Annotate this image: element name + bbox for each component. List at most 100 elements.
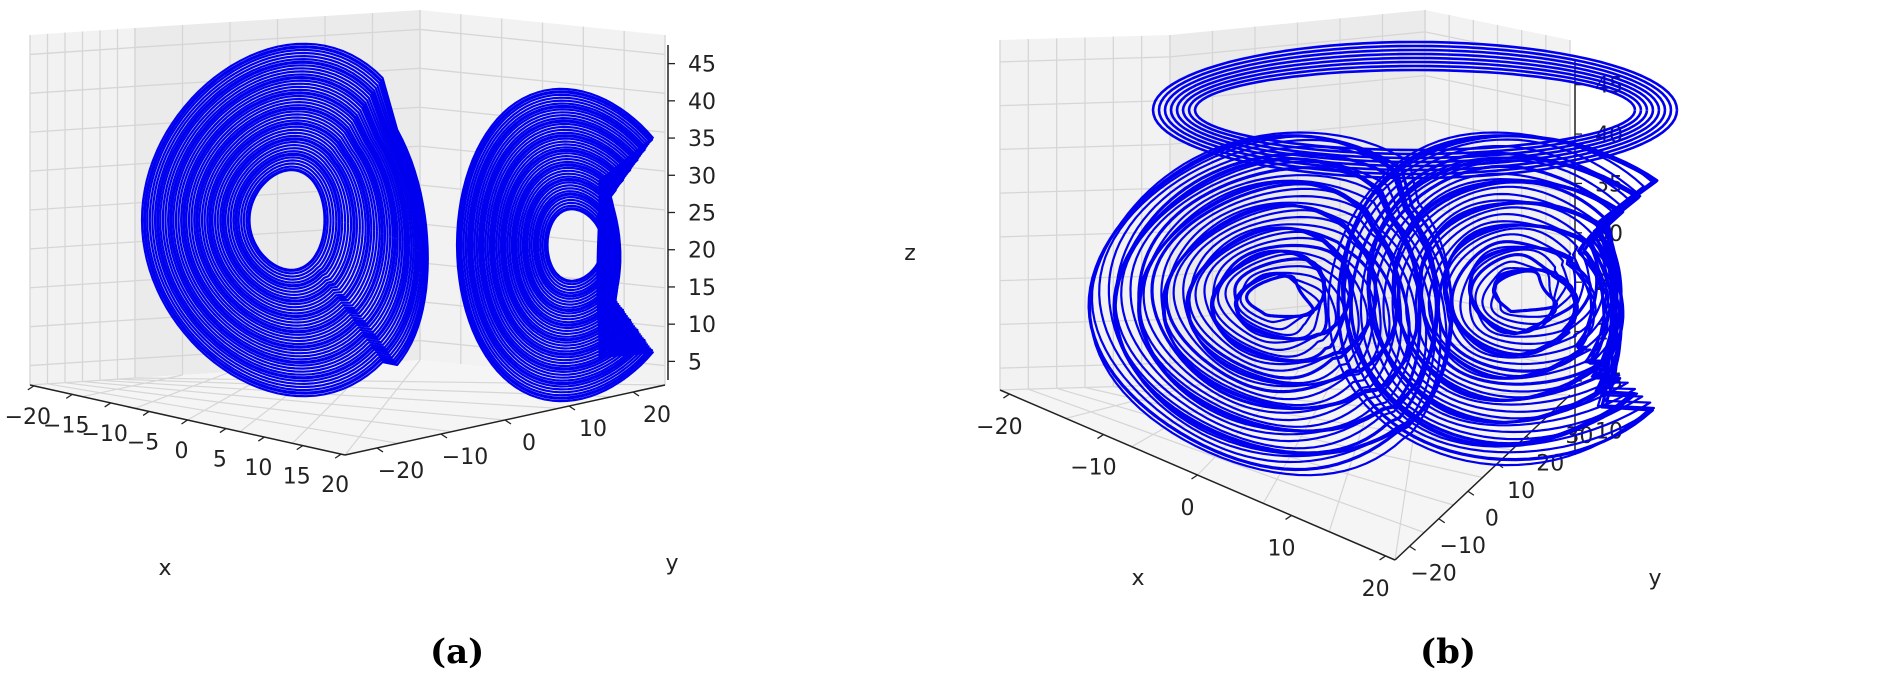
x-tick-label: −20	[5, 405, 51, 430]
trajectory-loop	[245, 165, 329, 275]
trajectory-loop	[193, 104, 387, 336]
y-tick	[1467, 490, 1475, 496]
z-tick-label: 35	[688, 127, 716, 152]
trajectory	[1087, 40, 1679, 477]
y-tick	[568, 405, 576, 411]
x-tick-label: 0	[175, 439, 189, 464]
trajectory-loop	[151, 54, 423, 385]
trajectory-loop	[1087, 134, 1454, 472]
y-tick	[1409, 545, 1416, 551]
trajectory-loop	[468, 104, 646, 386]
trajectory-loop	[140, 42, 429, 398]
trajectory-loop	[187, 97, 392, 343]
trajectory-loop	[190, 100, 389, 339]
trajectory-loop	[1161, 201, 1401, 407]
x-tick	[1191, 474, 1198, 480]
x-tick-label: 10	[1268, 536, 1296, 561]
y-tick-label: −20	[378, 459, 424, 484]
chart-panel-b: −20 −10 0 10 20 −20 −10 0 10 20 30 10 15 20 25 30 35 40 45…	[950, 0, 1900, 677]
x-tick-label: 20	[321, 473, 349, 498]
z-tick-label: 20	[688, 239, 716, 264]
y-axis-label: y	[665, 551, 678, 576]
trajectory-loop	[247, 168, 327, 272]
trajectory-loop	[1185, 226, 1378, 380]
trajectory-loop	[169, 75, 409, 364]
x-tick-label: −10	[81, 422, 127, 447]
trajectory-loop	[1419, 201, 1606, 386]
trajectory-loop	[216, 131, 361, 309]
z-axis-label: z	[904, 241, 916, 266]
trajectory-loop	[1492, 268, 1558, 318]
trajectory-loop	[195, 106, 384, 334]
trajectory-loop	[211, 125, 367, 315]
trajectory-loop	[159, 64, 417, 376]
x-tick	[1003, 393, 1010, 399]
trajectory-loop	[221, 137, 356, 303]
caption-b: (b)	[1420, 632, 1476, 672]
y-tick-label: −10	[1440, 534, 1486, 559]
trajectory-loop	[464, 99, 649, 391]
trajectory-loop	[1239, 272, 1321, 324]
trajectory-loop	[224, 140, 353, 300]
z-tick-label: 30	[688, 164, 716, 189]
trajectory-loop	[1138, 174, 1421, 432]
x-tick	[1379, 555, 1386, 561]
trajectory-loop	[143, 45, 428, 395]
trajectory-loop	[1467, 248, 1579, 335]
trajectory-loop	[1459, 245, 1585, 352]
x-tick-label: 20	[1362, 577, 1390, 602]
trajectory-loop	[1169, 52, 1661, 168]
y-tick-label: 10	[1507, 479, 1535, 504]
trajectory-loop	[1151, 40, 1679, 180]
x-tick-label: 15	[283, 465, 311, 490]
trajectory-loop	[457, 90, 654, 400]
x-tick-label: 5	[213, 448, 227, 473]
trajectory-loop	[1129, 160, 1428, 433]
trajectory-loop	[1089, 131, 1452, 477]
floor-grid-line	[99, 379, 559, 409]
y-tick-label: −10	[442, 445, 488, 470]
trajectory-loop	[164, 70, 413, 370]
caption-a: (a)	[430, 632, 485, 672]
floor-grid-line	[64, 382, 452, 433]
y-tick	[440, 433, 448, 439]
trajectory-loop	[242, 162, 332, 278]
trajectory-loop	[240, 159, 335, 281]
floor-grid-line	[1028, 388, 1425, 534]
trajectory-loop	[237, 156, 338, 284]
y-tick	[376, 447, 384, 453]
trajectory-loop	[1481, 267, 1568, 331]
trajectory-loop	[153, 57, 421, 382]
floor-grid-line	[344, 359, 421, 456]
trajectory-loop	[1327, 131, 1658, 467]
trajectory-loop	[1436, 223, 1599, 373]
trajectory-loop	[203, 116, 376, 324]
x-tick-label: −5	[127, 430, 159, 455]
trajectory-loop	[1157, 44, 1673, 176]
trajectory-loop	[182, 91, 397, 349]
trajectory-loop	[200, 113, 378, 327]
y-tick-label: 10	[579, 417, 607, 442]
x-tick	[1097, 433, 1104, 440]
floor-grid-line	[1262, 368, 1341, 504]
z-tick-label: 5	[688, 350, 702, 375]
trajectory-loop	[1234, 265, 1326, 340]
trajectory-loop	[1175, 56, 1655, 164]
x-tick	[1285, 514, 1292, 521]
trajectory-loop	[146, 48, 426, 392]
z-tick-label: 40	[688, 90, 716, 115]
trajectory-loop	[219, 134, 358, 306]
trajectory-loop	[460, 93, 652, 397]
x-tick	[334, 453, 342, 459]
x-tick-label: −15	[43, 413, 89, 438]
z-tick-label: 45	[688, 53, 716, 78]
chart-panel-a: −20 −15 −10 −5 0 5 10 15 20 −20 −10 0 10 20 5 10 15 20 25 3…	[5, 10, 916, 672]
floor-grid-line	[1084, 386, 1483, 479]
floor-pane	[30, 360, 665, 455]
trajectory-loop	[227, 144, 350, 296]
trajectory-loop	[1468, 246, 1577, 345]
trajectory-loop	[1233, 271, 1327, 337]
trajectory-loop	[214, 128, 364, 312]
trajectory	[140, 42, 654, 403]
